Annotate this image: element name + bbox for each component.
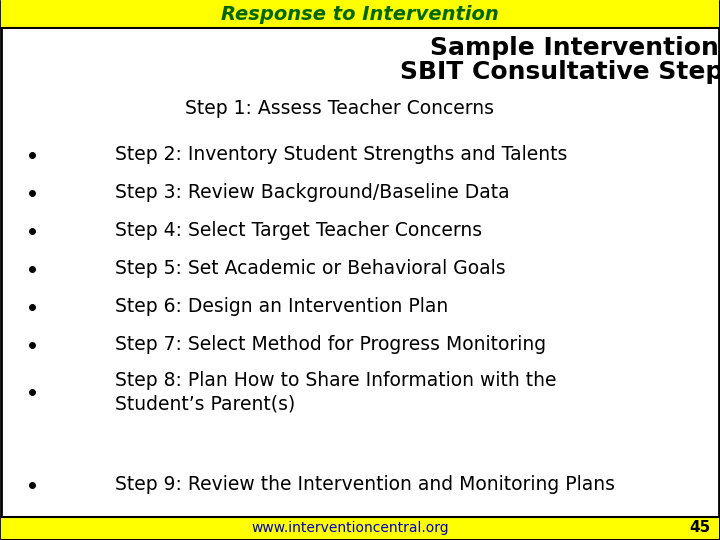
Bar [1,0,719,28]
Bar [1,517,719,539]
Text: Step 3: Review Background/Baseline Data: Step 3: Review Background/Baseline Data [115,184,510,202]
Text: Step 8: Plan How to Share Information with the
Student’s Parent(s): Step 8: Plan How to Share Information wi… [115,371,557,413]
Text: Step 6: Design an Intervention Plan: Step 6: Design an Intervention Plan [115,298,449,316]
Text: Step 4: Select Target Teacher Concerns: Step 4: Select Target Teacher Concerns [115,221,482,240]
Text: Response to Intervention: Response to Intervention [221,4,499,24]
Text: Step 9: Review the Intervention and Monitoring Plans: Step 9: Review the Intervention and Moni… [115,476,615,495]
Text: Step 1: Assess Teacher Concerns: Step 1: Assess Teacher Concerns [185,98,494,118]
Text: SBIT Consultative Steps: SBIT Consultative Steps [400,60,720,84]
Text: Step 2: Inventory Student Strengths and Talents: Step 2: Inventory Student Strengths and … [115,145,567,165]
Text: 45: 45 [689,521,711,536]
Text: Step 7: Select Method for Progress Monitoring: Step 7: Select Method for Progress Monit… [115,335,546,354]
Text: Step 5: Set Academic or Behavioral Goals: Step 5: Set Academic or Behavioral Goals [115,260,505,279]
Text: www.interventioncentral.org: www.interventioncentral.org [251,521,449,535]
Text: Sample Intervention Team Model:: Sample Intervention Team Model: [430,36,720,60]
